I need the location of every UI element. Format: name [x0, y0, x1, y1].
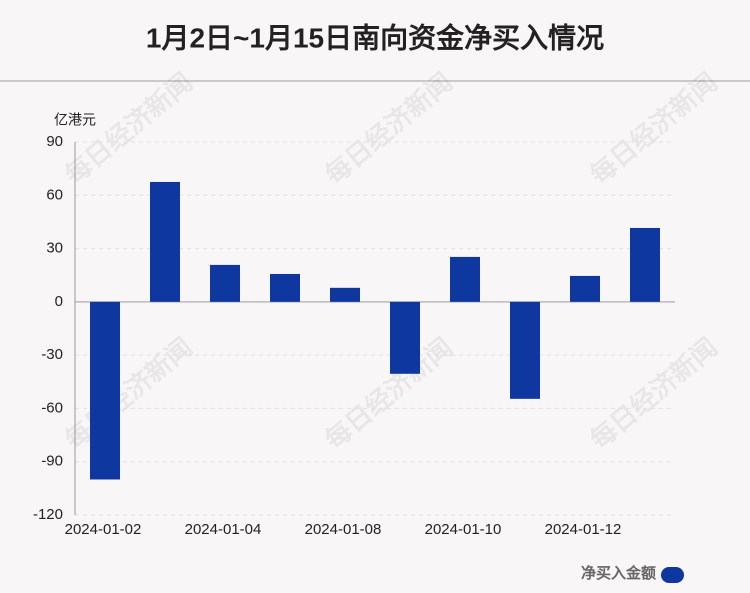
y-tick-label: -90: [41, 453, 63, 470]
legend-label: 净买入金额: [581, 564, 656, 582]
x-tick-label: 2024-01-04: [185, 521, 262, 538]
y-axis-label: 亿港元: [54, 112, 96, 128]
bar: [390, 301, 420, 374]
y-tick-label: 90: [46, 133, 63, 150]
y-tick-label: 0: [55, 293, 63, 310]
x-tick-label: 2024-01-12: [545, 521, 622, 538]
y-tick-label: 60: [46, 186, 63, 203]
bar: [270, 273, 300, 302]
x-tick-label: 2024-01-08: [305, 521, 382, 538]
legend-swatch: [661, 567, 684, 583]
y-tick-label: -120: [33, 506, 63, 523]
bar: [330, 287, 360, 302]
bar: [210, 264, 240, 302]
y-tick-label: -60: [41, 399, 63, 416]
bar: [90, 301, 120, 480]
x-tick-label: 2024-01-02: [65, 521, 142, 538]
bar: [450, 256, 480, 302]
y-tick-label: -30: [41, 346, 63, 363]
chart-title: 1月2日~1月15日南向资金净买入情况: [146, 21, 604, 53]
x-tick-label: 2024-01-10: [425, 521, 502, 538]
bar: [150, 181, 180, 302]
bar: [570, 275, 600, 302]
bar: [510, 301, 540, 399]
y-tick-label: 30: [46, 240, 63, 257]
bar: [630, 227, 660, 302]
